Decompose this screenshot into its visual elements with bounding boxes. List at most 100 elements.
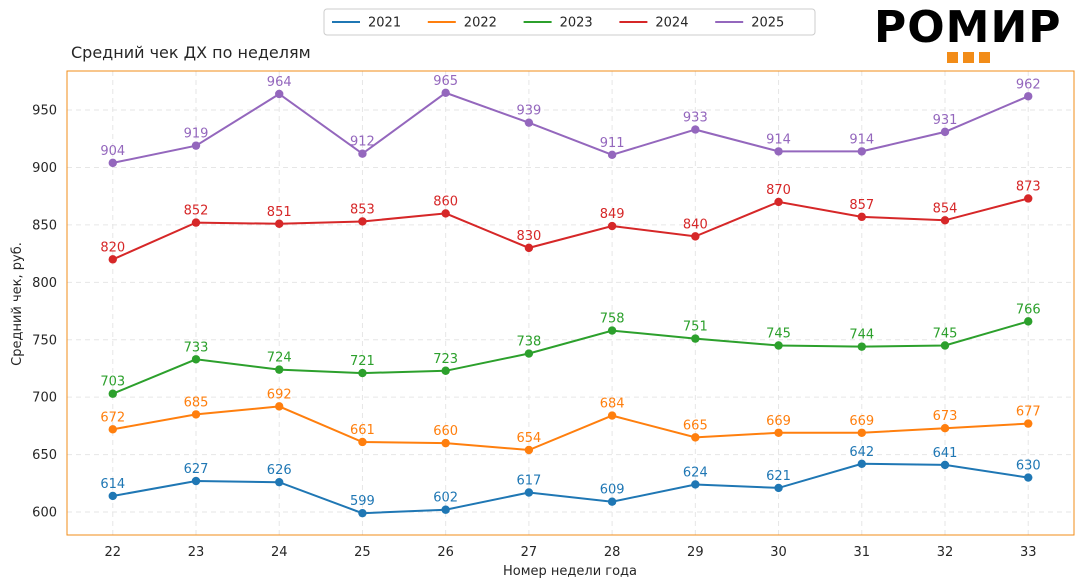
data-point [191,218,201,227]
data-point [607,411,617,420]
data-label: 962 [1016,77,1041,92]
series-2022: 672 685 692 661 660 654 684 665 669 669 673 677 [100,387,1041,455]
logo-square [963,52,974,63]
data-label: 830 [516,229,541,244]
data-point [857,212,866,222]
data-point [108,158,117,168]
y-tick-label: 650 [32,448,57,463]
chart-title: Средний чек ДХ по неделям [71,43,311,62]
data-label: 860 [433,194,458,209]
data-point [108,491,117,501]
data-point [774,483,783,493]
data-label: 617 [516,474,541,489]
legend-label: 2021 [368,16,401,31]
data-label: 939 [516,104,541,119]
x-tick-label: 24 [271,545,288,560]
data-label: 854 [933,201,958,216]
data-point [940,460,950,470]
data-label: 654 [516,431,541,446]
data-point [940,341,950,350]
x-tick-label: 33 [1020,545,1037,560]
data-point [607,221,617,231]
data-label: 853 [350,202,375,217]
data-point [1024,92,1033,101]
x-axis-label: Номер недели года [503,564,637,579]
data-point [524,243,534,253]
data-point [774,147,783,156]
logo-wordmark: РОМИР [874,2,1062,53]
y-tick-label: 900 [32,161,57,176]
data-label: 684 [600,397,625,412]
series-line [112,320,1029,395]
data-point [275,402,284,411]
x-tick-label: 29 [687,545,704,560]
data-label: 912 [350,135,375,150]
data-point [1024,473,1033,482]
data-point [1024,194,1033,203]
legend-label: 2023 [560,16,593,31]
data-label: 627 [184,462,209,477]
x-tick-label: 30 [770,545,787,560]
data-point [857,459,866,468]
data-point [358,149,367,158]
data-label: 614 [100,477,125,492]
series-line [112,91,1029,164]
data-point [857,342,866,351]
data-point [441,505,450,514]
data-label: 870 [766,183,791,198]
data-point [691,125,700,134]
data-label: 914 [766,132,791,147]
data-point [1024,419,1033,428]
data-point [358,437,367,447]
data-point [191,355,201,364]
plot-frame [66,70,1075,536]
grid [67,71,1074,535]
data-label: 919 [184,127,209,142]
data-label: 931 [933,113,958,128]
data-point [441,209,450,218]
legend-label: 2022 [464,16,497,31]
data-label: 849 [600,207,625,222]
x-tick-label: 31 [854,545,871,560]
data-point [275,477,284,487]
data-point [774,341,783,350]
data-label: 609 [600,483,625,498]
series-2025: 904 919 964 912 965 939 911 933 914 914 931 962 [100,74,1041,168]
y-tick-label: 700 [32,391,57,406]
series-2021: 614 627 626 599 602 617 609 624 621 642 641 630 [100,445,1041,518]
data-point [275,365,284,374]
data-label: 744 [849,328,874,343]
x-tick-label: 28 [604,545,621,560]
data-point [857,428,866,437]
data-point [191,476,201,486]
data-label: 661 [350,423,375,438]
data-point [691,232,700,241]
data-point [358,368,367,378]
x-tick-label: 32 [937,545,954,560]
data-label: 964 [267,75,292,90]
data-point [524,488,534,497]
data-label: 692 [267,387,292,402]
data-label: 599 [350,494,375,509]
axis-ticks: 600 650 700 750 800 850 900 950 22 23 24 25 26 27 28 29… [32,104,1036,560]
data-point [358,217,367,226]
data-label: 721 [350,354,375,369]
data-label: 724 [267,351,292,366]
data-label: 669 [849,414,874,429]
data-point [441,438,450,448]
legend-box [323,8,816,36]
data-label: 672 [100,410,125,425]
series-2024: 820 852 851 853 860 830 849 840 870 857 854 873 [100,179,1041,264]
data-label: 621 [766,469,791,484]
data-point [275,89,284,99]
data-point [940,216,950,225]
data-point [607,150,617,160]
series-line [112,462,1029,515]
data-label: 965 [433,74,458,89]
data-label: 677 [1016,405,1041,420]
y-tick-label: 800 [32,276,57,291]
data-label: 642 [849,445,874,460]
data-label: 626 [267,463,292,478]
y-tick-label: 750 [32,333,57,348]
